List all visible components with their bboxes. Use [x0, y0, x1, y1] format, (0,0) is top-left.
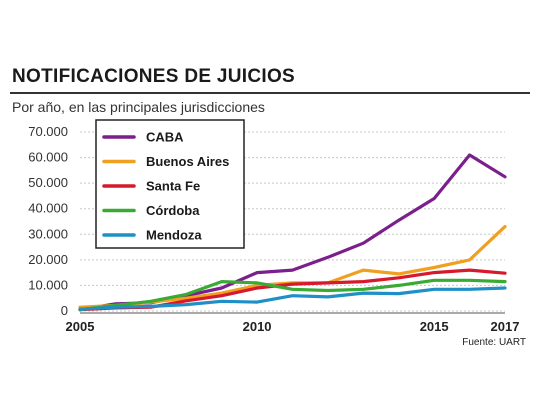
x-tick-label: 2015 — [420, 319, 449, 334]
chart-title: NOTIFICACIONES DE JUICIOS — [12, 66, 296, 87]
y-tick-label: 50.000 — [28, 175, 68, 190]
y-tick-label: 40.000 — [28, 201, 68, 216]
source-note: Fuente: UART — [462, 337, 526, 348]
series-line-mendoza — [78, 286, 507, 311]
title-divider — [10, 92, 530, 94]
x-tick-label: 2005 — [66, 319, 95, 334]
chart-subtitle: Por año, en las principales jurisdiccion… — [12, 99, 265, 115]
legend-label: Córdoba — [146, 203, 200, 218]
axes: 0 10.000 20.000 30.000 40.000 50.000 60.000 70.… — [28, 124, 519, 334]
y-tick-label: 10.000 — [28, 277, 68, 292]
y-tick-label: 0 — [61, 303, 68, 318]
y-tick-label: 60.000 — [28, 150, 68, 165]
legend-label: Mendoza — [146, 228, 202, 243]
y-tick-label: 20.000 — [28, 252, 68, 267]
y-tick-label: 70.000 — [28, 124, 68, 139]
legend-label: CABA — [146, 130, 184, 145]
legend-label: Buenos Aires — [146, 154, 229, 169]
series-line-cordoba — [78, 278, 507, 312]
series-lines — [78, 153, 507, 312]
legend: CABA Buenos Aires Santa Fe Córdoba Mendoza — [95, 119, 245, 249]
legend-label: Santa Fe — [146, 179, 200, 194]
legend-box — [95, 119, 245, 249]
x-tick-label: 2010 — [243, 319, 272, 334]
y-tick-label: 30.000 — [28, 226, 68, 241]
x-tick-label: 2017 — [491, 319, 520, 334]
